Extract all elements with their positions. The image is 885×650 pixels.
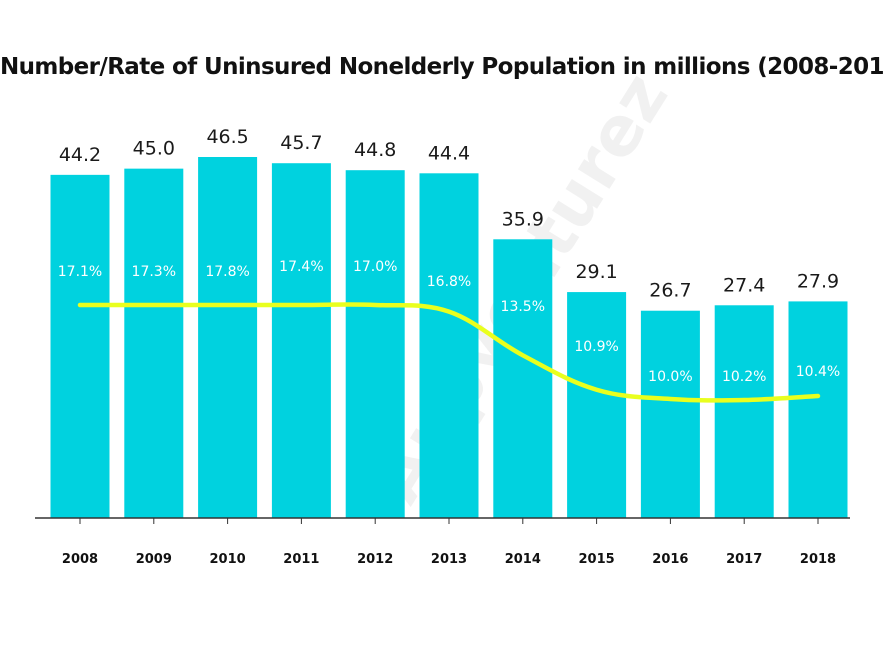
x-tick-label: 2010 bbox=[210, 552, 246, 567]
bar-2012 bbox=[345, 170, 405, 518]
x-tick-label: 2018 bbox=[800, 552, 836, 567]
bar-2013 bbox=[419, 173, 479, 518]
rate-label: 17.0% bbox=[353, 259, 397, 275]
rate-line bbox=[77, 302, 821, 403]
x-tick-label: 2017 bbox=[726, 552, 762, 567]
x-tick-label: 2013 bbox=[431, 552, 467, 567]
bar-value-label: 27.4 bbox=[723, 274, 765, 296]
x-tick-label: 2012 bbox=[357, 552, 393, 567]
bar-value-label: 44.8 bbox=[354, 139, 396, 161]
x-tick-label: 2016 bbox=[652, 552, 688, 567]
bar-value-label: 29.1 bbox=[575, 261, 617, 283]
rate-label: 17.1% bbox=[58, 264, 102, 280]
bar-value-label: 45.0 bbox=[133, 138, 175, 160]
rate-label: 10.2% bbox=[722, 369, 766, 385]
bar-2009 bbox=[124, 168, 184, 519]
bar-value-label: 46.5 bbox=[206, 126, 248, 148]
bar-value-label: 27.9 bbox=[797, 270, 839, 292]
chart-title: Number/Rate of Uninsured Nonelderly Popu… bbox=[0, 54, 885, 80]
bar-2008 bbox=[50, 174, 110, 519]
rate-label: 17.4% bbox=[279, 259, 323, 275]
rate-label: 17.8% bbox=[205, 264, 249, 280]
x-tick-label: 2011 bbox=[283, 552, 319, 567]
rate-label: 16.8% bbox=[427, 274, 471, 290]
rate-label: 10.0% bbox=[648, 369, 692, 385]
bar-value-label: 45.7 bbox=[280, 132, 322, 154]
rate-label: 13.5% bbox=[501, 299, 545, 315]
bar-value-label: 44.2 bbox=[59, 144, 101, 166]
bar-value-label: 44.4 bbox=[428, 142, 470, 164]
bar-2014 bbox=[493, 239, 553, 518]
bar-2010 bbox=[198, 157, 258, 518]
x-tick-label: 2014 bbox=[505, 552, 541, 567]
bar-2017 bbox=[714, 305, 774, 518]
bar-value-label: 26.7 bbox=[649, 280, 691, 302]
bar-2015 bbox=[567, 292, 627, 518]
bar-value-label: 35.9 bbox=[502, 208, 544, 230]
x-tick-label: 2015 bbox=[579, 552, 615, 567]
rate-label: 17.3% bbox=[132, 264, 176, 280]
bar-2018 bbox=[788, 301, 848, 518]
x-tick-label: 2008 bbox=[62, 552, 98, 567]
bar-2011 bbox=[271, 163, 331, 518]
rate-label: 10.4% bbox=[796, 364, 840, 380]
bar-2016 bbox=[640, 310, 700, 518]
x-tick-label: 2009 bbox=[136, 552, 172, 567]
rate-label: 10.9% bbox=[574, 339, 618, 355]
